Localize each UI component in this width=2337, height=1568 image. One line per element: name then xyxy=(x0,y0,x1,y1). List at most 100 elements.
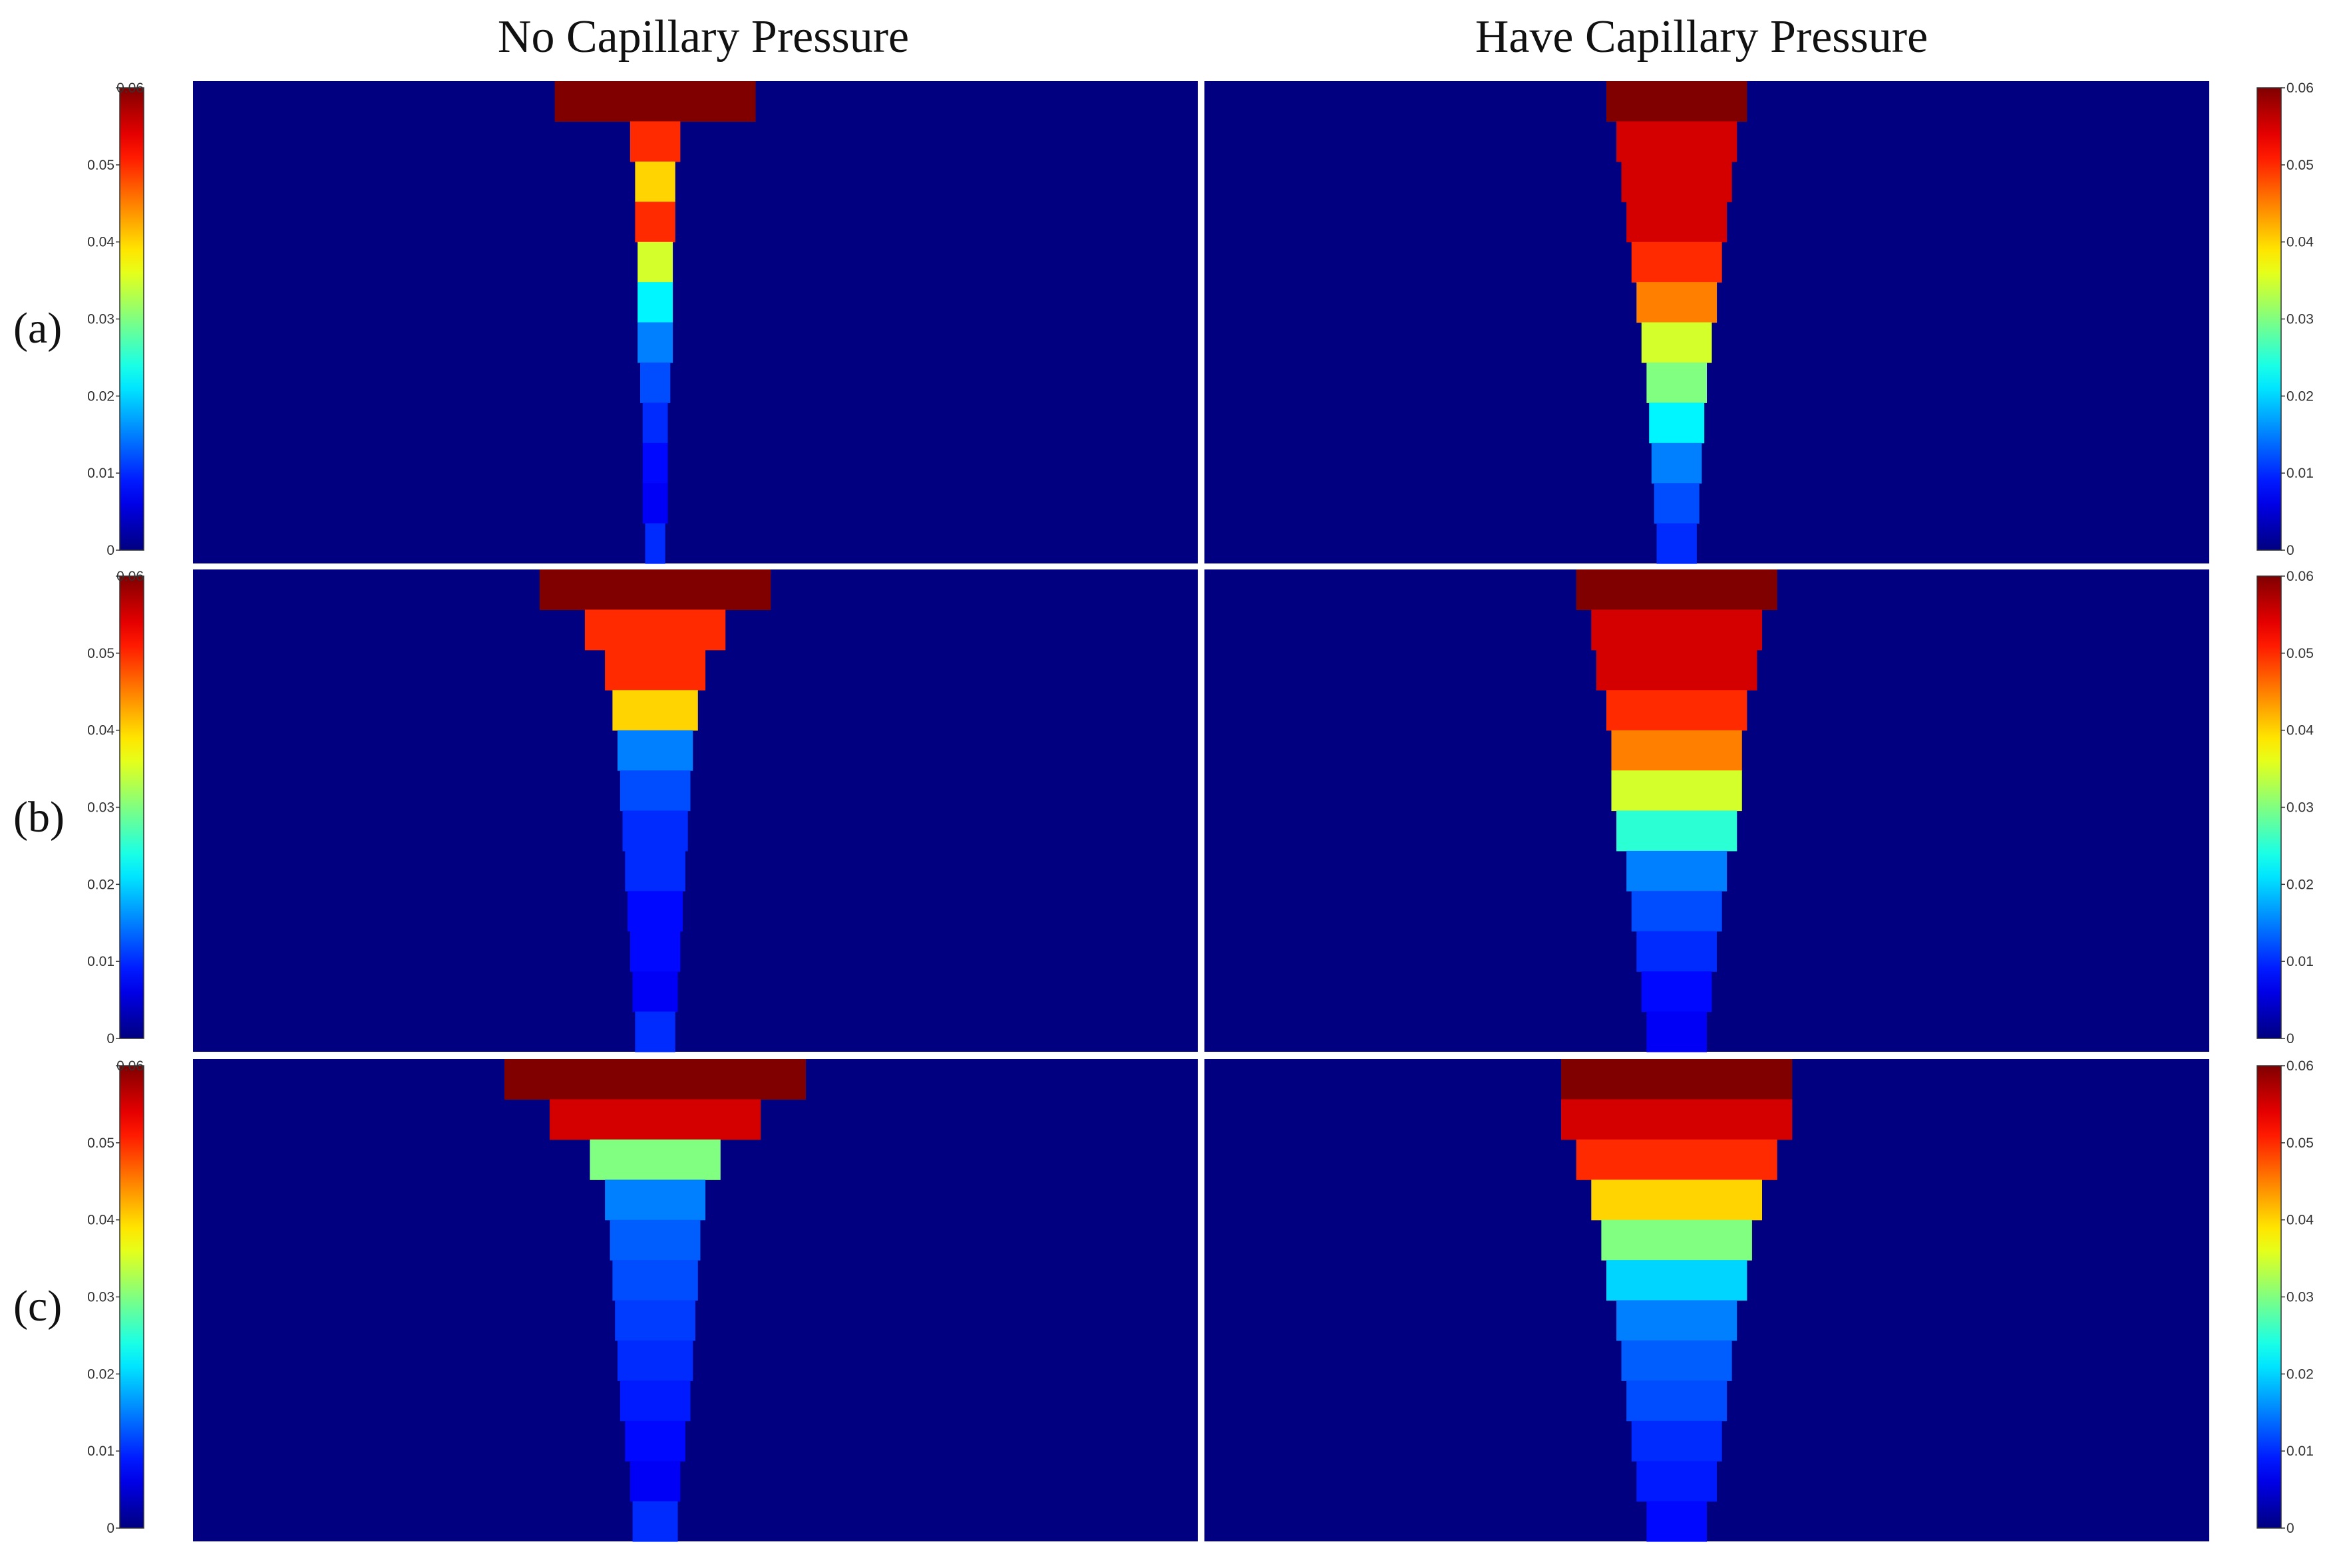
heatmap-cell xyxy=(1576,1139,1777,1180)
heatmap-cell xyxy=(1621,1340,1732,1381)
heatmap-cell xyxy=(1616,1300,1737,1341)
colorbar-tick-label: 0 xyxy=(106,1031,114,1046)
heatmap-cell xyxy=(590,1139,721,1180)
heatmap-cell xyxy=(620,770,691,812)
colorbar-tick-label: 0.04 xyxy=(87,235,114,250)
heatmap-cell xyxy=(1621,161,1732,202)
colorbar-tick-label: 0.04 xyxy=(2286,723,2314,738)
heatmap-cell xyxy=(1616,810,1737,852)
heatmap-cell xyxy=(1626,850,1727,891)
heatmap-cell xyxy=(618,1340,693,1381)
heatmap-panel xyxy=(193,81,1198,564)
heatmap-cell xyxy=(610,1219,701,1261)
colorbar-tick-label: 0.03 xyxy=(2286,1290,2314,1305)
colorbar-tick-label: 0.01 xyxy=(2286,954,2314,969)
heatmap-cell xyxy=(632,971,678,1013)
colorbar-tick-label: 0.05 xyxy=(87,646,114,661)
colorbar-tick-label: 0.02 xyxy=(2286,877,2314,892)
colorbar-tick-label: 0.01 xyxy=(87,1444,114,1459)
heatmap-cell xyxy=(635,161,675,202)
heatmap-cell xyxy=(554,81,756,122)
heatmap-cell xyxy=(615,1300,695,1341)
heatmap-cell xyxy=(1616,121,1737,162)
heatmap-cell xyxy=(1631,241,1722,283)
colorbar-tick-label: 0 xyxy=(2286,1031,2294,1046)
heatmap-cell xyxy=(605,1179,706,1221)
heatmap-cell xyxy=(1656,523,1697,564)
heatmap-panel xyxy=(193,1059,1198,1542)
heatmap-cell xyxy=(642,442,668,484)
heatmap-cell xyxy=(625,1420,685,1462)
colorbar-tick-label: 0.01 xyxy=(87,954,114,969)
heatmap-cell xyxy=(640,362,671,403)
row-label: (a) xyxy=(13,304,62,353)
colorbar-tick-label: 0.03 xyxy=(87,312,114,327)
heatmap-cell xyxy=(642,402,668,444)
heatmap-cell xyxy=(1641,322,1712,363)
heatmap-cell xyxy=(504,1059,807,1100)
colorbar-tick-label: 0.03 xyxy=(2286,312,2314,327)
colorbar-tick-label: 0.01 xyxy=(2286,466,2314,481)
column-title: Have Capillary Pressure xyxy=(1475,11,1928,63)
colorbar-tick-label: 0.06 xyxy=(116,1058,144,1074)
heatmap-cell xyxy=(1611,770,1742,812)
heatmap-cell xyxy=(1561,1059,1793,1100)
colorbar xyxy=(2256,575,2282,1039)
colorbar-tick-label: 0.06 xyxy=(116,569,144,584)
colorbar-tick-label: 0.05 xyxy=(2286,158,2314,173)
colorbar xyxy=(119,1065,144,1529)
row-label: (c) xyxy=(13,1282,62,1331)
colorbar-tick-label: 0.04 xyxy=(87,723,114,738)
colorbar xyxy=(119,87,144,551)
heatmap-cell xyxy=(1631,1420,1722,1462)
row-label: (b) xyxy=(13,793,65,842)
colorbar-tick-label: 0 xyxy=(2286,1521,2294,1536)
heatmap-cell xyxy=(1651,442,1702,484)
heatmap-cell xyxy=(625,850,685,891)
heatmap-panel xyxy=(1204,1059,2209,1542)
colorbar-tick-label: 0.02 xyxy=(87,1366,114,1382)
heatmap-panel xyxy=(193,569,1198,1052)
heatmap-cell xyxy=(605,649,706,691)
heatmap-panel xyxy=(1204,569,2209,1052)
colorbar-tick-label: 0.03 xyxy=(87,800,114,816)
colorbar-tick-label: 0.05 xyxy=(87,158,114,173)
heatmap-cell xyxy=(1611,730,1742,771)
heatmap-cell xyxy=(1636,931,1717,972)
colorbar-tick-label: 0.04 xyxy=(2286,235,2314,250)
heatmap-cell xyxy=(1654,483,1700,524)
colorbar-tick-label: 0.06 xyxy=(116,80,144,96)
colorbar-tick-label: 0 xyxy=(106,543,114,558)
heatmap-cell xyxy=(622,810,688,852)
colorbar-tick-label: 0.02 xyxy=(2286,1366,2314,1382)
heatmap-cell xyxy=(1601,1219,1752,1261)
colorbar-tick-label: 0.04 xyxy=(2286,1213,2314,1228)
heatmap-cell xyxy=(642,483,668,524)
heatmap-cell xyxy=(1636,1461,1717,1502)
heatmap-cell xyxy=(612,1260,698,1301)
heatmap-cell xyxy=(637,241,673,283)
heatmap-cell xyxy=(635,1011,675,1052)
heatmap-cell xyxy=(1596,649,1757,691)
heatmap-cell xyxy=(1646,362,1707,403)
heatmap-cell xyxy=(628,891,683,932)
colorbar-tick-label: 0 xyxy=(106,1521,114,1536)
heatmap-cell xyxy=(1646,1501,1707,1542)
heatmap-cell xyxy=(635,202,675,243)
heatmap-cell xyxy=(1606,1260,1747,1301)
heatmap-cell xyxy=(1561,1099,1793,1140)
heatmap-cell xyxy=(1646,1011,1707,1052)
heatmap-cell xyxy=(550,1099,761,1140)
colorbar xyxy=(119,575,144,1039)
heatmap-cell xyxy=(540,569,771,610)
heatmap-cell xyxy=(632,1501,678,1542)
colorbar-tick-label: 0.05 xyxy=(2286,646,2314,661)
column-title: No Capillary Pressure xyxy=(498,11,909,63)
colorbar-tick-label: 0.01 xyxy=(2286,1444,2314,1459)
heatmap-cell xyxy=(637,282,673,323)
colorbar-tick-label: 0.05 xyxy=(87,1136,114,1151)
colorbar-tick-label: 0.03 xyxy=(2286,800,2314,816)
heatmap-cell xyxy=(1591,1179,1762,1221)
heatmap-cell xyxy=(618,730,693,771)
